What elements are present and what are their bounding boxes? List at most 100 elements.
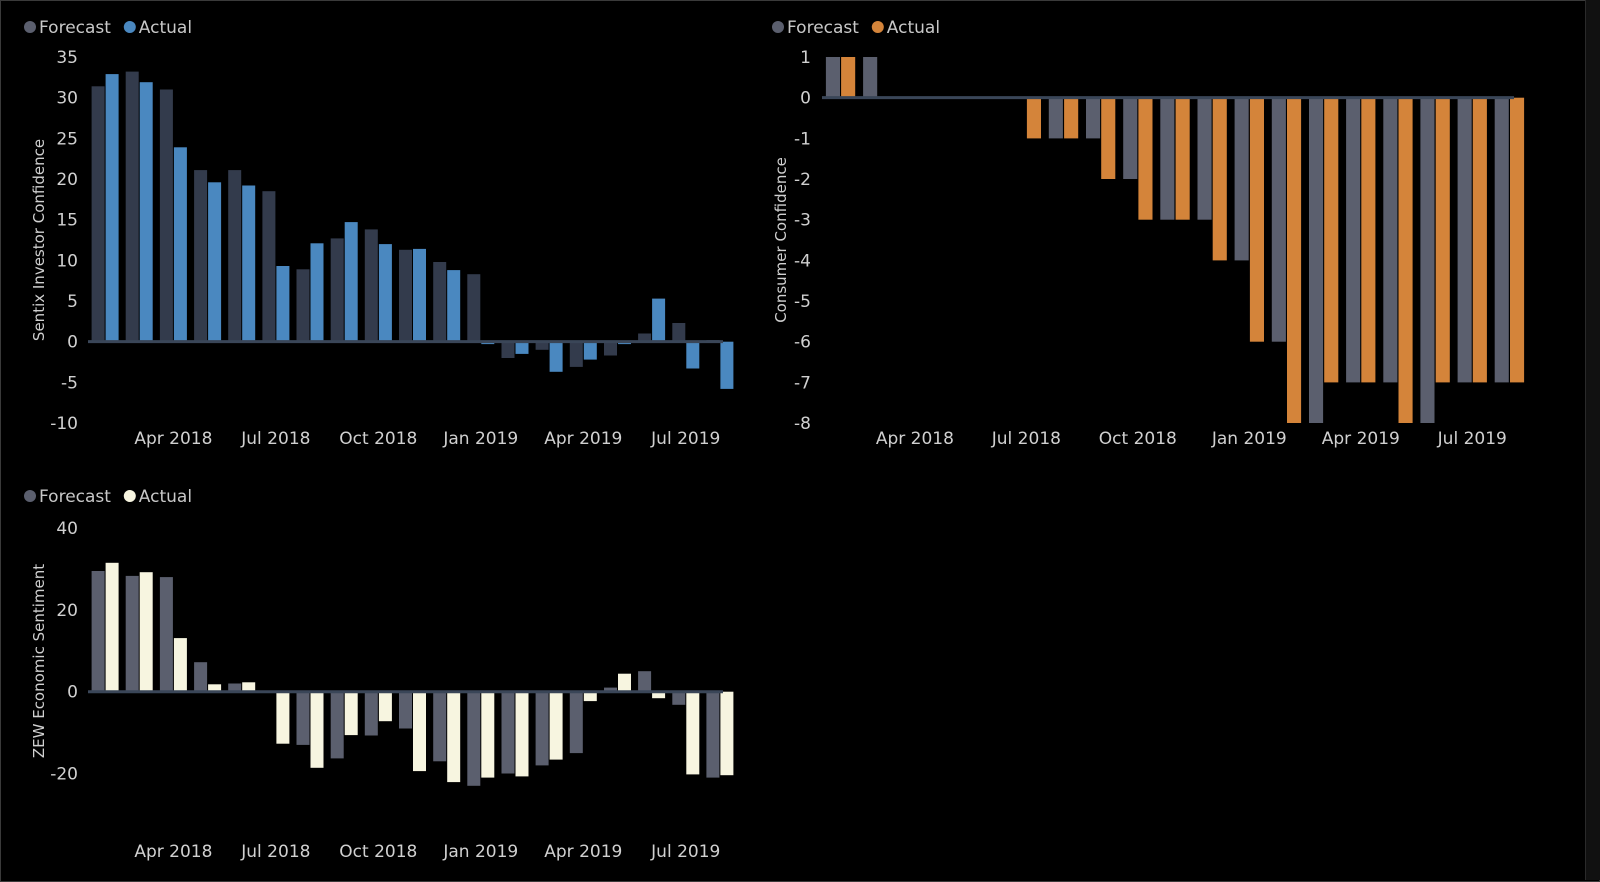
bar-actual[interactable] (686, 691, 700, 775)
bar-forecast[interactable] (672, 323, 686, 342)
bar-actual[interactable] (618, 673, 631, 692)
bar-actual[interactable] (208, 684, 222, 692)
bar-forecast[interactable] (364, 229, 378, 342)
bar-forecast[interactable] (228, 683, 242, 692)
bar-forecast[interactable] (159, 89, 173, 342)
bar-actual[interactable] (549, 691, 563, 760)
bar-actual[interactable] (310, 243, 324, 342)
vertical-scrollbar[interactable] (1585, 0, 1600, 880)
bar-actual[interactable] (1287, 97, 1302, 423)
bar-actual[interactable] (1064, 97, 1079, 139)
bar-actual[interactable] (583, 341, 597, 360)
bar-actual[interactable] (173, 147, 187, 342)
bar-forecast[interactable] (863, 57, 878, 98)
bar-forecast[interactable] (91, 571, 105, 692)
bar-actual[interactable] (413, 691, 426, 772)
bar-forecast[interactable] (262, 191, 276, 342)
bar-actual[interactable] (841, 57, 856, 98)
legend[interactable]: Forecast Actual (24, 487, 192, 507)
bar-actual[interactable] (549, 341, 563, 372)
bar-forecast[interactable] (228, 170, 242, 342)
bar-actual[interactable] (686, 341, 700, 369)
bar-actual[interactable] (1398, 97, 1413, 423)
bar-actual[interactable] (515, 341, 529, 354)
bar-actual[interactable] (583, 691, 597, 702)
bar-forecast[interactable] (569, 341, 583, 367)
bar-actual[interactable] (447, 270, 461, 342)
bar-actual[interactable] (378, 691, 392, 722)
bar-actual[interactable] (276, 266, 290, 342)
bar-forecast[interactable] (706, 691, 720, 778)
bar-forecast[interactable] (399, 691, 412, 729)
bar-forecast[interactable] (1048, 97, 1063, 139)
bar-forecast[interactable] (467, 691, 481, 786)
bar-forecast[interactable] (1346, 97, 1361, 383)
bar-actual[interactable] (1101, 97, 1116, 179)
bar-actual[interactable] (720, 691, 734, 776)
bar-forecast[interactable] (1457, 97, 1472, 383)
bar-forecast[interactable] (364, 691, 378, 736)
bar-actual[interactable] (139, 82, 153, 342)
bar-actual[interactable] (1472, 97, 1487, 383)
bar-actual[interactable] (1212, 97, 1227, 261)
bar-actual[interactable] (276, 691, 290, 744)
bar-forecast[interactable] (1420, 97, 1435, 423)
bar-forecast[interactable] (330, 691, 344, 759)
bar-forecast[interactable] (638, 671, 652, 692)
bar-forecast[interactable] (296, 691, 310, 745)
bar-actual[interactable] (1249, 97, 1264, 342)
bar-actual[interactable] (105, 562, 119, 692)
bar-forecast[interactable] (330, 238, 344, 342)
bar-forecast[interactable] (1494, 97, 1509, 383)
bar-forecast[interactable] (1086, 97, 1101, 139)
bar-forecast[interactable] (159, 577, 173, 692)
bar-forecast[interactable] (672, 691, 686, 705)
legend[interactable]: Forecast Actual (24, 18, 192, 38)
bar-forecast[interactable] (604, 687, 617, 692)
bar-actual[interactable] (1324, 97, 1339, 383)
bar-actual[interactable] (1175, 97, 1190, 220)
bar-forecast[interactable] (125, 575, 139, 692)
bar-actual[interactable] (1510, 97, 1525, 383)
bar-forecast[interactable] (91, 86, 105, 342)
bar-actual[interactable] (515, 691, 529, 777)
bar-actual[interactable] (1435, 97, 1450, 383)
bar-actual[interactable] (378, 244, 392, 342)
bar-forecast[interactable] (1123, 97, 1138, 179)
bar-forecast[interactable] (1234, 97, 1249, 261)
bar-forecast[interactable] (1309, 97, 1324, 423)
bar-forecast[interactable] (501, 691, 515, 774)
bar-forecast[interactable] (535, 691, 549, 766)
bar-forecast[interactable] (467, 274, 481, 342)
bar-forecast[interactable] (194, 662, 208, 692)
bar-forecast[interactable] (1271, 97, 1286, 342)
bar-forecast[interactable] (1197, 97, 1212, 220)
bar-forecast[interactable] (296, 269, 310, 342)
bar-actual[interactable] (652, 691, 666, 699)
bar-actual[interactable] (139, 572, 153, 692)
bar-forecast[interactable] (825, 57, 840, 98)
bar-actual[interactable] (447, 691, 461, 783)
bar-forecast[interactable] (125, 71, 139, 342)
bar-forecast[interactable] (569, 691, 583, 754)
bar-actual[interactable] (652, 298, 666, 342)
bar-actual[interactable] (173, 638, 187, 692)
bar-forecast[interactable] (399, 249, 412, 342)
bar-actual[interactable] (720, 341, 734, 389)
bar-forecast[interactable] (535, 341, 549, 350)
bar-actual[interactable] (413, 248, 426, 342)
bar-forecast[interactable] (638, 333, 652, 342)
bar-forecast[interactable] (604, 341, 617, 356)
bar-actual[interactable] (105, 74, 119, 342)
bar-actual[interactable] (208, 182, 222, 342)
bar-actual[interactable] (310, 691, 324, 768)
bar-forecast[interactable] (433, 691, 447, 762)
bar-actual[interactable] (242, 682, 256, 692)
bar-forecast[interactable] (194, 170, 208, 342)
bar-forecast[interactable] (501, 341, 515, 358)
bar-actual[interactable] (1361, 97, 1376, 383)
bar-forecast[interactable] (1160, 97, 1175, 220)
bar-actual[interactable] (1138, 97, 1153, 220)
bar-forecast[interactable] (433, 262, 447, 342)
bar-actual[interactable] (344, 222, 358, 342)
